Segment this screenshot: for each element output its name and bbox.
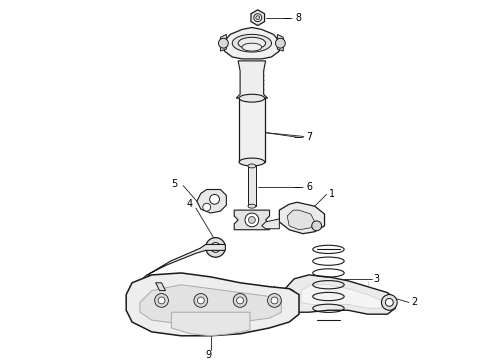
Text: 2: 2: [411, 297, 417, 307]
Circle shape: [282, 293, 292, 303]
Circle shape: [203, 203, 211, 211]
Circle shape: [158, 297, 165, 304]
Circle shape: [197, 297, 204, 304]
Polygon shape: [172, 312, 250, 336]
Polygon shape: [251, 10, 265, 26]
Polygon shape: [248, 166, 256, 206]
Polygon shape: [277, 34, 283, 51]
Circle shape: [233, 293, 247, 307]
Text: 1: 1: [328, 189, 335, 199]
Circle shape: [386, 298, 393, 306]
Circle shape: [206, 238, 225, 257]
Ellipse shape: [248, 164, 256, 168]
Circle shape: [194, 293, 208, 307]
Polygon shape: [140, 285, 281, 324]
Circle shape: [277, 289, 297, 308]
Circle shape: [312, 221, 321, 231]
Circle shape: [256, 16, 260, 20]
Text: 5: 5: [172, 179, 177, 189]
Ellipse shape: [248, 204, 256, 208]
Polygon shape: [279, 275, 395, 314]
Polygon shape: [137, 244, 225, 292]
Polygon shape: [301, 285, 382, 308]
Circle shape: [248, 216, 255, 223]
Circle shape: [219, 38, 228, 48]
Polygon shape: [279, 202, 324, 234]
Circle shape: [211, 243, 220, 252]
Ellipse shape: [239, 158, 265, 166]
Polygon shape: [126, 273, 299, 336]
Polygon shape: [234, 210, 270, 230]
Text: — 6: — 6: [294, 181, 313, 192]
Polygon shape: [224, 27, 279, 59]
Polygon shape: [156, 283, 166, 291]
Text: — 7: — 7: [294, 132, 313, 143]
Polygon shape: [287, 210, 315, 230]
Circle shape: [268, 293, 281, 307]
Circle shape: [271, 297, 278, 304]
Ellipse shape: [238, 37, 266, 49]
Ellipse shape: [242, 43, 262, 51]
Ellipse shape: [239, 94, 265, 102]
Circle shape: [275, 38, 285, 48]
Polygon shape: [262, 219, 279, 229]
Circle shape: [210, 194, 220, 204]
Polygon shape: [236, 61, 268, 98]
Circle shape: [155, 293, 169, 307]
Circle shape: [237, 297, 244, 304]
Text: 4: 4: [186, 199, 192, 209]
Circle shape: [382, 294, 397, 310]
Polygon shape: [220, 34, 226, 51]
Ellipse shape: [232, 34, 271, 52]
Circle shape: [254, 14, 262, 22]
Text: — 8: — 8: [283, 13, 302, 23]
Polygon shape: [197, 189, 226, 213]
Polygon shape: [239, 98, 265, 162]
Text: 9: 9: [206, 350, 212, 360]
Circle shape: [245, 213, 259, 227]
Text: 3: 3: [373, 274, 380, 284]
